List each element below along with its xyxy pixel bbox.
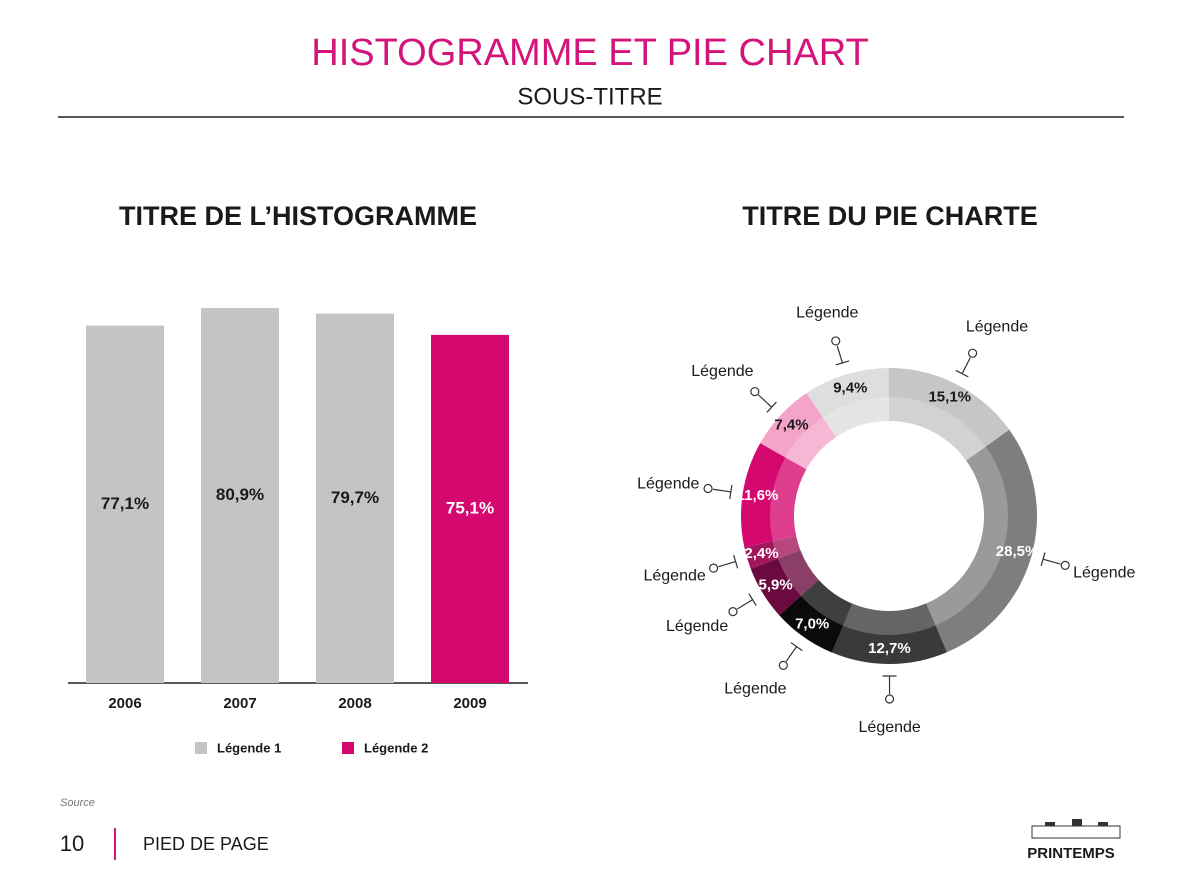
legend-label: Légende (966, 319, 1028, 336)
pie-chart-title: TITRE DU PIE CHARTE (742, 201, 1038, 231)
slide-title: HISTOGRAMME ET PIE CHART (311, 32, 868, 74)
leader-line (1042, 558, 1061, 565)
leader-line (718, 561, 736, 568)
leader-line (1040, 552, 1046, 567)
legend-label: Légende (643, 568, 705, 585)
leader-dot (703, 483, 713, 494)
value-label: 77,1% (101, 494, 149, 513)
x-tick-label: 2007 (223, 695, 256, 712)
source: Source (60, 797, 95, 809)
leader-line (766, 401, 777, 413)
value-label: 15,1% (928, 389, 971, 406)
leader-line (961, 357, 971, 374)
value-label: 12,7% (868, 640, 911, 657)
value-label: 7,0% (795, 616, 829, 633)
pie-slice (741, 443, 807, 548)
value-label: 75,1% (446, 498, 494, 517)
pie-slice (750, 549, 819, 616)
legend-swatch (195, 742, 207, 754)
value-label: 80,9% (216, 485, 264, 504)
leader-line (748, 593, 757, 606)
footer-text: PIED DE PAGE (143, 834, 269, 854)
value-label: 2,4% (744, 545, 778, 562)
x-tick-label: 2006 (108, 695, 141, 712)
legend-label: Légende (796, 304, 858, 321)
pie-slice (831, 603, 947, 664)
value-label: 28,5% (996, 543, 1039, 560)
pie-slice (926, 429, 1038, 653)
pie-slice (889, 368, 1010, 461)
bar (316, 313, 394, 683)
pie-slice (779, 579, 853, 653)
legend-label: Légende (724, 680, 786, 697)
pie-slice (806, 368, 889, 438)
legend-label: Légende (859, 719, 921, 736)
leader-line (758, 394, 773, 408)
value-label: 11,6% (737, 487, 779, 504)
legend-label: Légende 1 (217, 740, 281, 755)
brand-name: PRINTEMPS (1027, 845, 1115, 862)
x-tick-label: 2008 (338, 695, 371, 712)
bar (431, 334, 509, 683)
leader-dot (778, 660, 788, 670)
leader-dot (728, 607, 738, 617)
slide-subtitle: SOUS-TITRE (517, 83, 662, 110)
leader-dot (967, 348, 978, 358)
bar (201, 308, 279, 683)
bar (86, 325, 164, 683)
legend-label: Légende (1073, 564, 1135, 581)
brand-logo (1031, 819, 1121, 839)
x-tick-label: 2009 (453, 695, 486, 712)
leader-line (785, 646, 798, 662)
leader-dot (831, 336, 841, 346)
pie-slice (744, 536, 801, 569)
legend-swatch (342, 742, 354, 754)
value-label: 9,4% (833, 380, 867, 397)
leader-dot (1060, 560, 1070, 570)
leader-line (712, 488, 731, 493)
pie-slice (760, 393, 837, 470)
inner-band (770, 397, 1008, 635)
legend-label: Légende (666, 618, 728, 635)
value-label: 5,9% (758, 576, 792, 593)
leader-line (736, 599, 753, 610)
legend-label: Légende (691, 363, 753, 380)
page-number: 10 (60, 831, 84, 856)
leader-dot (750, 386, 760, 397)
bar-chart-title: TITRE DE L’HISTOGRAMME (119, 201, 477, 231)
legend-label: Légende 2 (364, 740, 428, 755)
leader-dot (884, 694, 895, 704)
leader-line (836, 345, 844, 364)
value-label: 7,4% (774, 417, 808, 434)
leader-dot (708, 563, 719, 573)
value-label: 79,7% (331, 488, 379, 507)
legend-label: Légende (637, 475, 699, 492)
